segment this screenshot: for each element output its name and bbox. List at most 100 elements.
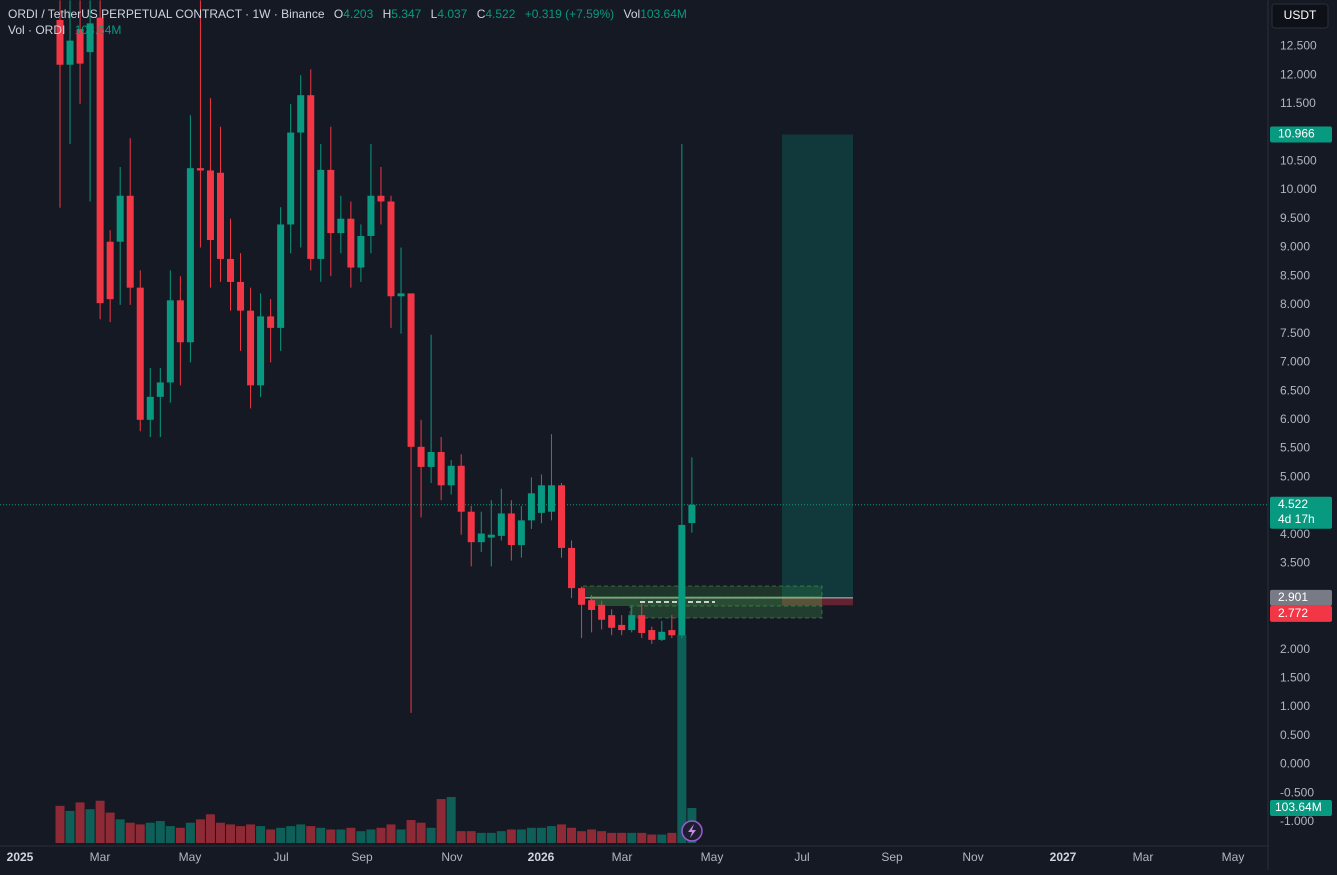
candle-body	[688, 504, 696, 524]
currency[interactable]: USDT	[1284, 8, 1317, 22]
candle-body	[638, 615, 646, 633]
volume-bar	[236, 826, 246, 843]
candle-body	[377, 195, 385, 202]
candle-body	[537, 485, 545, 513]
candle-body	[106, 241, 114, 300]
candle-body	[126, 195, 134, 288]
candle-body	[397, 293, 405, 297]
candle-body	[427, 451, 435, 467]
volume-bar	[286, 826, 296, 843]
plot-area	[0, 0, 1268, 843]
c-label: C	[477, 7, 486, 21]
x-tick-label: May	[701, 850, 724, 864]
candle-body	[547, 485, 555, 512]
candle-body	[307, 95, 315, 259]
vol-label: Vol	[624, 7, 641, 21]
candle-body	[628, 615, 636, 631]
x-tick-label: Sep	[881, 850, 903, 864]
candle-body	[457, 465, 465, 512]
volume-bar	[246, 824, 256, 843]
volume-bar	[376, 827, 386, 843]
candle-body	[578, 588, 586, 605]
currency-button[interactable]	[1271, 3, 1329, 29]
candle-body	[387, 201, 395, 297]
y-tick-label: 2.000	[1280, 642, 1310, 656]
y-tick-label: 7.500	[1280, 326, 1310, 340]
volume-bar	[567, 827, 577, 843]
zone	[629, 605, 823, 619]
candle-body	[96, 17, 104, 304]
target-tag: 10.966	[1278, 127, 1315, 141]
candle-body	[146, 396, 154, 420]
zone	[590, 596, 822, 606]
volume-bar	[115, 819, 125, 843]
target-tag-bg	[1270, 126, 1332, 143]
candle-body	[447, 465, 455, 486]
volume-bar	[215, 822, 225, 843]
entry-tag: 2.901	[1278, 590, 1308, 604]
o-value: 4.203	[343, 7, 373, 21]
y-tick-label: 8.000	[1280, 297, 1310, 311]
volume-tag-bg	[1270, 799, 1332, 816]
y-tick-label: 4.000	[1280, 527, 1310, 541]
y-tick-label: 6.000	[1280, 412, 1310, 426]
volume-bar	[677, 634, 687, 843]
axes: 12.50012.00011.50011.00010.50010.0009.50…	[7, 39, 1332, 864]
volume-bar	[436, 799, 446, 843]
h-value: 5.347	[391, 7, 421, 21]
candle-body	[327, 169, 335, 234]
volume-bar	[416, 822, 426, 843]
volume-bar	[336, 829, 346, 843]
y-tick-label: 3.500	[1280, 556, 1310, 570]
candle-body	[658, 631, 666, 640]
volume-bar	[406, 820, 416, 843]
volume-bar	[356, 831, 366, 843]
volume-bar	[486, 832, 496, 843]
volume-bar	[65, 810, 75, 843]
candle-body	[86, 23, 94, 53]
y-tick-label: 1.000	[1280, 699, 1310, 713]
entry-tag-bg	[1270, 589, 1332, 606]
candle-body	[287, 132, 295, 225]
candle-body	[357, 235, 365, 268]
volume-bar	[366, 829, 376, 843]
volume-value: 103.64M	[75, 23, 122, 37]
candle-body	[467, 511, 475, 543]
volume-bar	[256, 826, 266, 843]
volume-bar	[266, 829, 276, 843]
x-tick-label: 2026	[528, 850, 555, 864]
stop-tag-bg	[1270, 605, 1332, 622]
volume-bar	[506, 829, 516, 843]
l-label: L	[431, 7, 438, 21]
volume-bar	[226, 824, 236, 843]
candle-body	[206, 170, 214, 240]
volume-bar	[105, 812, 115, 843]
y-tick-label: 10.000	[1280, 182, 1317, 196]
candle-body	[76, 29, 84, 64]
x-tick-label: Nov	[441, 850, 462, 864]
volume-bar	[276, 827, 286, 843]
volume-bar	[306, 826, 316, 843]
volume-bar	[155, 821, 165, 843]
candle-body	[337, 218, 345, 234]
y-tick-label: 12.500	[1280, 39, 1317, 53]
candle-body	[668, 630, 676, 636]
y-tick-label: 8.500	[1280, 268, 1310, 282]
volume-bar	[526, 827, 536, 843]
x-tick-label: 2027	[1050, 850, 1077, 864]
volume-tag: 103.64M	[1275, 800, 1322, 814]
o-label: O	[334, 7, 343, 21]
candle-body	[367, 195, 375, 236]
candle-body	[66, 40, 74, 65]
volume-bar	[195, 819, 205, 843]
volume-bar	[326, 829, 336, 843]
volume-bar	[657, 834, 667, 843]
candle-body	[517, 520, 525, 546]
vol-value: 103.64M	[640, 7, 687, 21]
l-value: 4.037	[437, 7, 467, 21]
volume-bar	[55, 805, 65, 843]
volume-legend: Vol · ORDI 103.64M	[8, 23, 121, 37]
x-tick-label: Mar	[612, 850, 633, 864]
candle-body	[598, 604, 606, 620]
